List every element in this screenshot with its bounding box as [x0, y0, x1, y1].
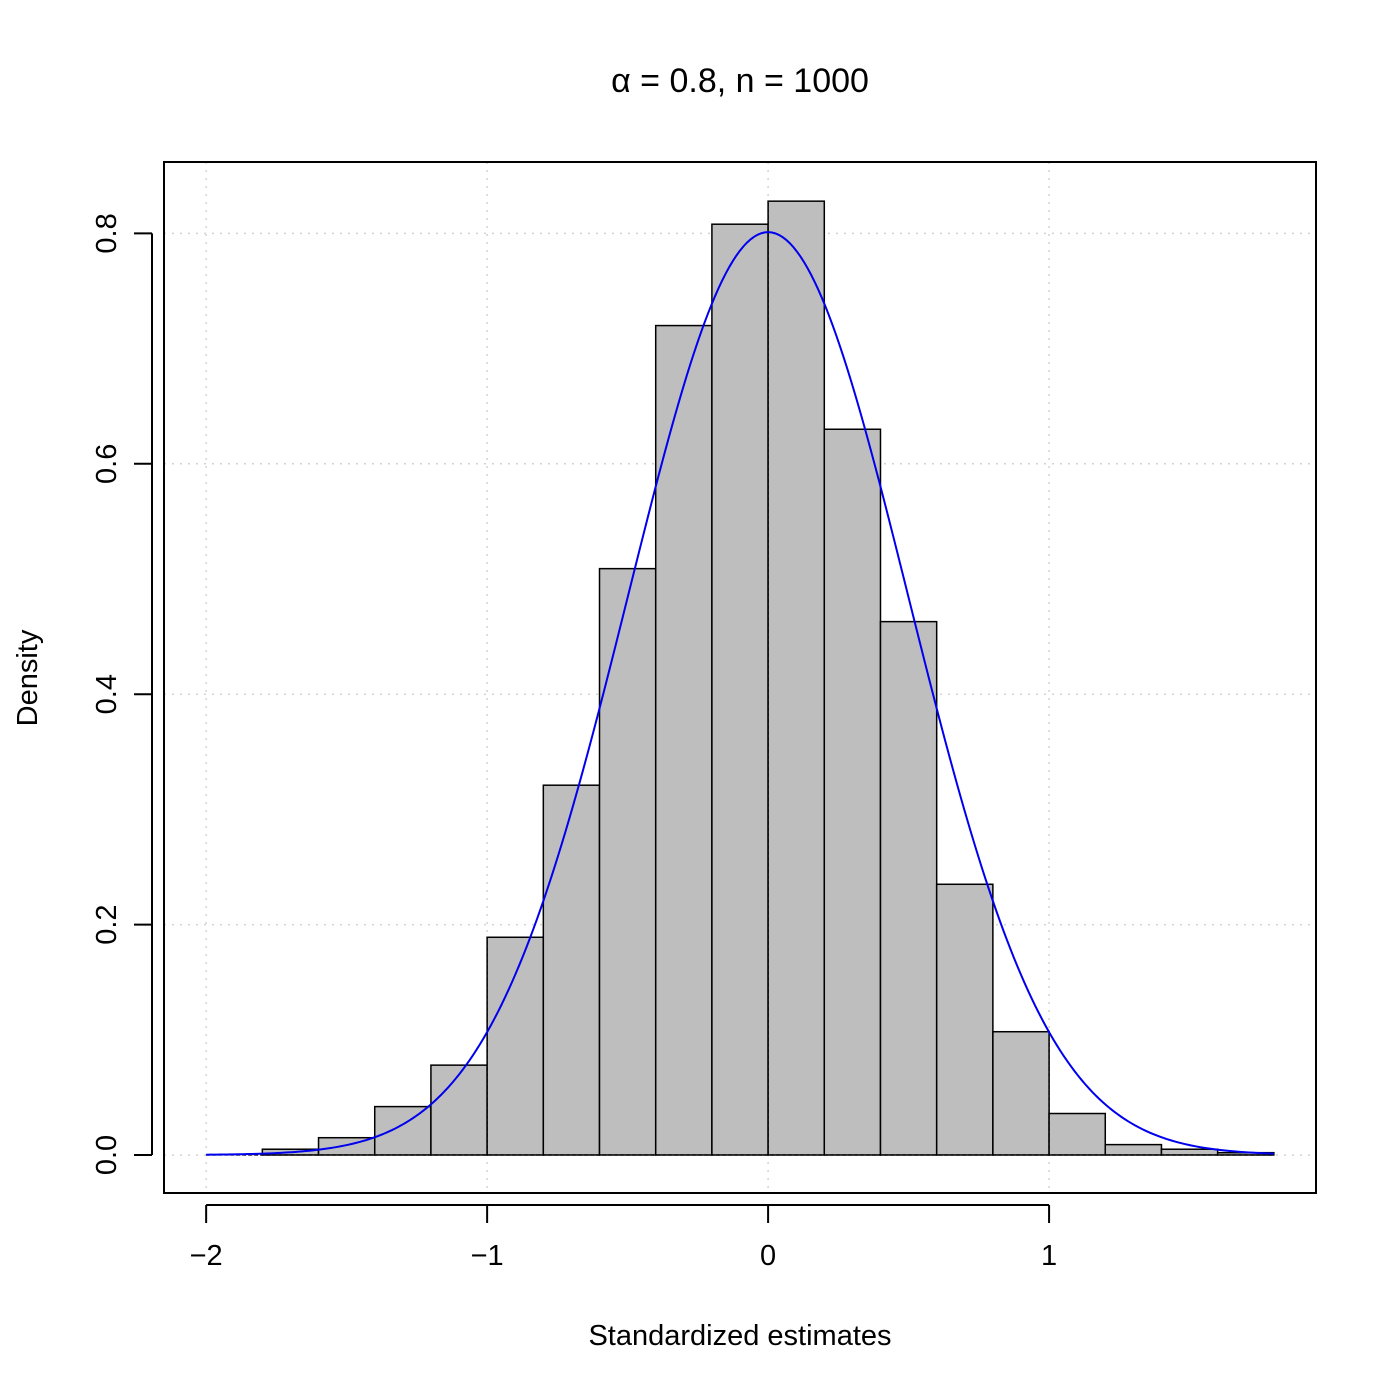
reference-lines: [206, 201, 1274, 1156]
plot-frame: [163, 161, 1317, 1194]
x-tick-label: 0: [760, 1240, 776, 1272]
histogram-bar: [879, 620, 938, 1156]
histogram-bars: [261, 200, 1275, 1156]
density-curve: [206, 231, 1274, 1156]
x-tick-label: −1: [471, 1240, 504, 1272]
histogram-bar: [486, 936, 545, 1156]
histogram-bar: [1104, 1143, 1163, 1156]
y-tick-label: 0.6: [91, 444, 123, 484]
histogram-bar: [542, 784, 601, 1156]
y-axis: 0.0 0.2 0.4 0.6 0.8: [91, 213, 153, 1175]
histogram-bar: [430, 1064, 488, 1156]
x-tick-label: −2: [190, 1240, 223, 1272]
histogram-bar: [598, 567, 657, 1156]
histogram-bar: [767, 200, 826, 1156]
y-axis-label: Density: [12, 629, 44, 726]
histogram-bar: [711, 223, 769, 1156]
histogram-bar: [823, 428, 882, 1156]
histogram-bar: [935, 883, 994, 1156]
chart-title: α = 0.8, n = 1000: [611, 62, 869, 100]
histogram-bar: [373, 1105, 432, 1156]
histogram-bar: [654, 324, 713, 1156]
x-tick-label: 1: [1041, 1240, 1057, 1272]
x-axis: −2 −1 0 1: [190, 1204, 1057, 1272]
y-tick-label: 0.8: [91, 213, 123, 253]
x-axis-label: Standardized estimates: [588, 1320, 891, 1352]
y-tick-label: 0.4: [91, 674, 123, 714]
histogram-bar: [992, 1030, 1050, 1156]
y-tick-label: 0.2: [91, 904, 123, 944]
histogram-bar: [1048, 1112, 1107, 1156]
y-tick-label: 0.0: [91, 1135, 123, 1175]
histogram-bar: [1160, 1148, 1219, 1156]
